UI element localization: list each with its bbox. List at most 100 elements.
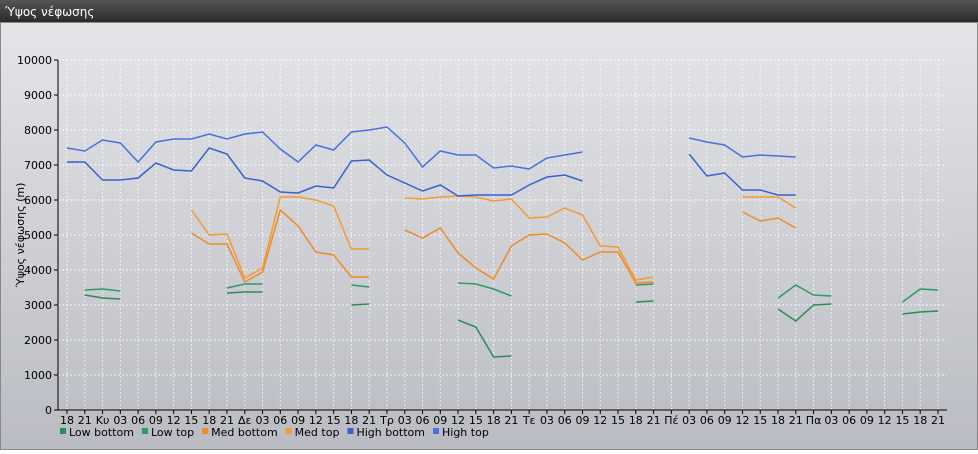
series-line <box>84 288 121 292</box>
x-tick-label: 03 <box>113 414 127 427</box>
x-tick-label: 03 <box>256 414 270 427</box>
x-tick-label: 15 <box>184 414 198 427</box>
x-tick-label: 06 <box>700 414 714 427</box>
series-line <box>404 227 654 284</box>
series-line <box>84 294 121 300</box>
series-line <box>742 211 797 229</box>
series-line <box>226 291 263 294</box>
legend-swatch <box>347 428 354 434</box>
x-tick-label: 12 <box>878 414 892 427</box>
x-tick-label: 06 <box>842 414 856 427</box>
y-tick-label: 9000 <box>24 89 52 102</box>
title-bar <box>0 0 978 22</box>
x-tick-label: 21 <box>362 414 376 427</box>
series-line <box>902 310 939 315</box>
legend-label: High bottom <box>356 426 425 439</box>
x-tick-label: 12 <box>451 414 465 427</box>
x-tick-label: 09 <box>149 414 163 427</box>
y-tick-label: 10000 <box>17 54 52 67</box>
x-tick-label: 09 <box>291 414 305 427</box>
x-tick-label: Δε <box>238 414 252 427</box>
x-tick-label: 18 <box>913 414 927 427</box>
x-tick-label: 21 <box>789 414 803 427</box>
y-tick-label: 6000 <box>24 194 52 207</box>
x-tick-label: 06 <box>558 414 572 427</box>
x-tick-label: 18 <box>60 414 74 427</box>
y-tick-label: 7000 <box>24 159 52 172</box>
series-line <box>688 153 796 196</box>
legend-swatch <box>202 428 209 434</box>
x-tick-label: 15 <box>895 414 909 427</box>
legend-label: Low top <box>151 426 194 439</box>
y-tick-label: 0 <box>45 404 52 417</box>
x-tick-label: 15 <box>611 414 625 427</box>
legend-label: Med top <box>295 426 340 439</box>
series-line <box>404 195 654 281</box>
x-tick-label: Κυ <box>96 414 110 427</box>
x-tick-label: 03 <box>682 414 696 427</box>
series-line <box>226 283 263 289</box>
x-tick-label: 03 <box>398 414 412 427</box>
series-line <box>777 303 832 322</box>
series-line <box>688 137 796 158</box>
y-tick-label: 5000 <box>24 229 52 242</box>
x-tick-label: 15 <box>753 414 767 427</box>
series-line <box>66 126 583 170</box>
y-tick-label: 3000 <box>24 299 52 312</box>
x-tick-label: 18 <box>202 414 216 427</box>
legend-label: Med bottom <box>211 426 278 439</box>
x-tick-label: Πέ <box>664 414 678 427</box>
y-tick-label: 1000 <box>24 369 52 382</box>
legend-swatch <box>141 428 148 434</box>
x-tick-label: 15 <box>469 414 483 427</box>
x-tick-label: 18 <box>344 414 358 427</box>
x-tick-label: 12 <box>167 414 181 427</box>
x-tick-label: 09 <box>433 414 447 427</box>
x-tick-label: 09 <box>575 414 589 427</box>
series-line <box>742 196 797 209</box>
x-tick-label: 06 <box>273 414 287 427</box>
y-tick-label: 4000 <box>24 264 52 277</box>
series-line <box>777 284 832 299</box>
legend-swatch <box>433 428 439 434</box>
y-tick-label: 8000 <box>24 124 52 137</box>
x-tick-label: 18 <box>771 414 785 427</box>
x-tick-label: Πα <box>806 414 822 427</box>
series-line <box>351 303 370 306</box>
series-line <box>635 283 654 286</box>
y-tick-label: 2000 <box>24 334 52 347</box>
series-line <box>902 288 939 303</box>
series-line <box>635 300 654 303</box>
x-tick-label: Τε <box>522 414 536 427</box>
legend-swatch <box>60 428 66 434</box>
x-tick-label: 06 <box>416 414 430 427</box>
series-line <box>458 282 512 297</box>
series-line <box>351 284 370 288</box>
legend-label: High top <box>442 426 489 439</box>
x-tick-label: 18 <box>487 414 501 427</box>
x-tick-label: 21 <box>504 414 518 427</box>
series-line <box>67 147 583 197</box>
x-tick-label: 21 <box>78 414 92 427</box>
x-tick-label: 21 <box>931 414 945 427</box>
x-tick-label: 15 <box>327 414 341 427</box>
x-tick-label: 12 <box>593 414 607 427</box>
series-line <box>190 196 370 280</box>
x-tick-label: 03 <box>824 414 838 427</box>
legend-label: Low bottom <box>69 426 134 439</box>
x-tick-label: 09 <box>860 414 874 427</box>
legend-swatch <box>285 428 292 434</box>
x-tick-label: Τρ <box>379 414 394 427</box>
series-line <box>191 208 370 284</box>
window-title: Ύψος νέφωσης <box>4 5 94 19</box>
x-tick-label: 21 <box>647 414 661 427</box>
x-tick-label: 06 <box>131 414 145 427</box>
y-axis-label: Ύψος νέφωσης (m) <box>14 183 27 289</box>
x-tick-label: 18 <box>629 414 643 427</box>
x-tick-label: 21 <box>220 414 234 427</box>
x-tick-label: 09 <box>718 414 732 427</box>
x-tick-label: 12 <box>735 414 749 427</box>
x-tick-label: 03 <box>540 414 554 427</box>
